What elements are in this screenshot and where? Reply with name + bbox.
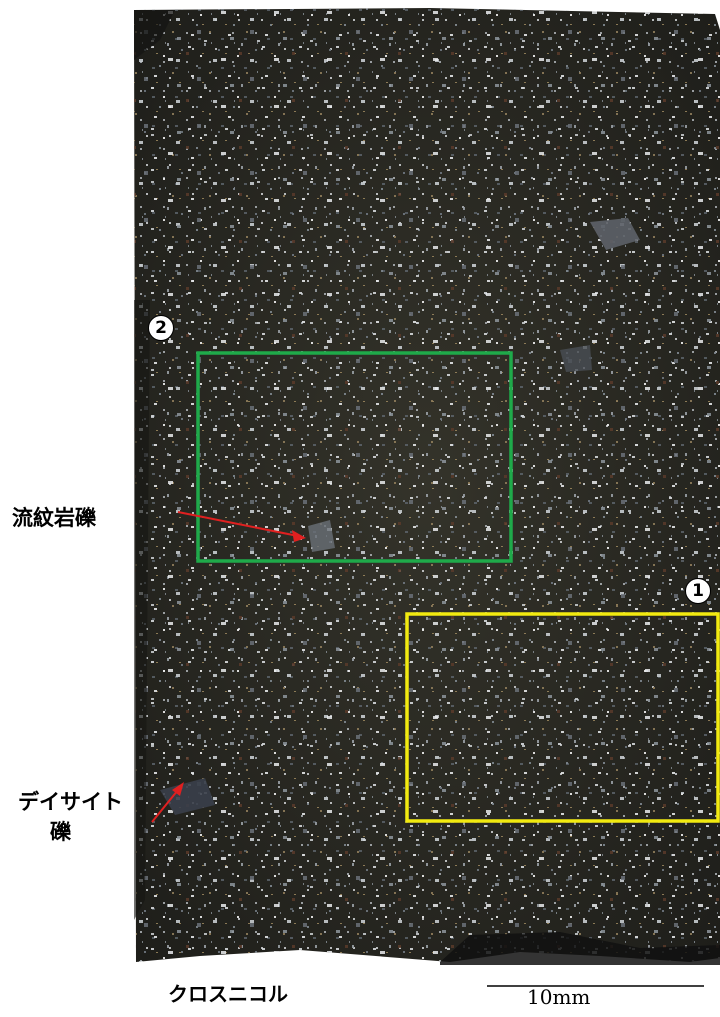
dacite-arrow bbox=[151, 782, 184, 823]
cross-nicol-caption: クロスニコル bbox=[168, 982, 288, 1006]
region-1-box bbox=[405, 612, 720, 823]
rhyolite-clast-label: 流紋岩礫 bbox=[12, 506, 96, 530]
rhyolite-arrow bbox=[177, 511, 306, 542]
dacite-clast-label-line1: デイサイト bbox=[18, 790, 123, 814]
dacite-clast-label-line2: 礫 bbox=[50, 820, 71, 844]
region-2-box bbox=[196, 351, 513, 563]
scale-bar-label: 10mm bbox=[527, 985, 591, 1009]
marker-2-badge: 2 bbox=[148, 315, 174, 341]
marker-1-badge: 1 bbox=[685, 578, 711, 604]
